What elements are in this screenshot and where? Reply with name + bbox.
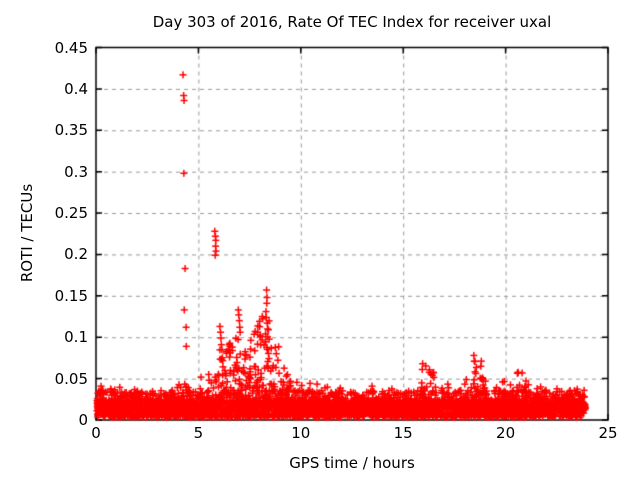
y-tick-label: 0.45: [54, 38, 88, 57]
y-tick-label: 0.1: [64, 328, 88, 347]
y-tick-label: 0.3: [64, 162, 88, 181]
x-tick-label: 10: [291, 424, 311, 442]
y-tick-label: 0.35: [54, 121, 88, 140]
x-axis-label: GPS time / hours: [289, 454, 415, 472]
y-tick-label: 0.05: [54, 369, 88, 388]
x-tick-label: 20: [496, 424, 516, 442]
x-tick-label: 15: [393, 424, 413, 442]
y-tick-label: 0.4: [64, 79, 88, 98]
x-tick-label: 25: [598, 424, 618, 442]
x-tick-label: 0: [91, 424, 101, 442]
x-tick-label: 5: [193, 424, 204, 442]
y-tick-label: 0.25: [54, 204, 88, 223]
y-tick-label: 0: [78, 411, 88, 429]
y-tick-label: 0.2: [64, 245, 88, 264]
y-tick-label: 0.15: [54, 286, 88, 305]
